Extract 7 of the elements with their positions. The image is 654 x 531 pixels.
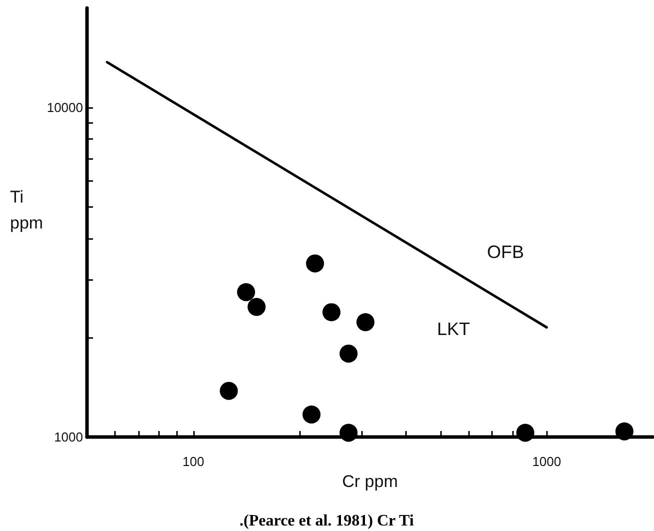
y-axis-title: Ti ppm [10, 188, 44, 232]
x-tick-label: 100 [182, 454, 204, 469]
annotation: LKT [437, 319, 470, 339]
annotation: OFB [487, 242, 524, 262]
text: .(Pearce et al. 1981) Cr Ti [240, 512, 414, 530]
y-tick-label: 10000 [46, 100, 83, 115]
x-axis-title: Cr ppm [342, 472, 398, 491]
